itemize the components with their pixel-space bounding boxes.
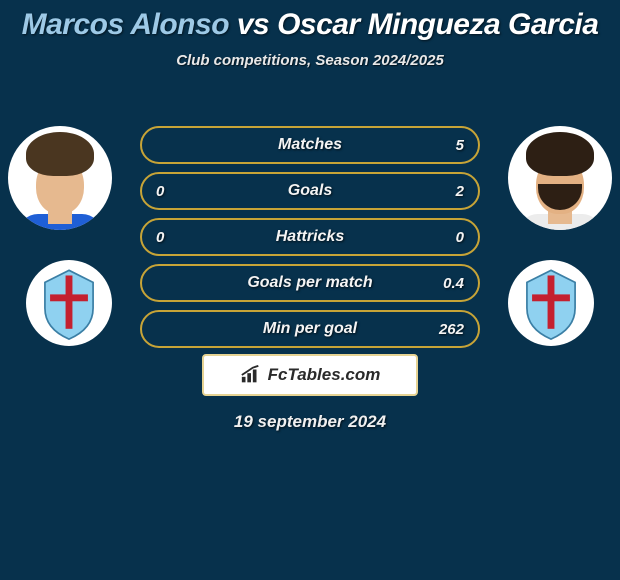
player1-club-crest (26, 260, 112, 346)
brand-badge: FcTables.com (202, 354, 418, 396)
stat-row-hattricks: 0 Hattricks 0 (140, 218, 480, 256)
player2-avatar (508, 126, 612, 230)
stat-left-value: 0 (156, 174, 164, 208)
stat-row-goals: 0 Goals 2 (140, 172, 480, 210)
brand-text: FcTables.com (268, 365, 381, 385)
title-player1: Marcos Alonso (22, 8, 229, 41)
player1-face-placeholder (8, 126, 112, 230)
player2-club-crest (508, 260, 594, 346)
page-title: Marcos Alonso vs Oscar Mingueza Garcia (0, 0, 620, 42)
celta-crest-icon (26, 260, 112, 346)
stat-label: Min per goal (263, 320, 357, 338)
stats-list: Matches 5 0 Goals 2 0 Hattricks 0 Goals … (140, 126, 480, 356)
stat-right-value: 0.4 (443, 266, 464, 300)
stat-label: Goals (288, 182, 332, 200)
stat-label: Hattricks (276, 228, 344, 246)
stat-label: Goals per match (247, 274, 372, 292)
stat-right-value: 5 (456, 128, 464, 162)
bar-chart-icon (240, 365, 262, 385)
title-player2: Oscar Mingueza Garcia (277, 8, 598, 41)
stat-left-value: 0 (156, 220, 164, 254)
stat-row-goals-per-match: Goals per match 0.4 (140, 264, 480, 302)
stat-label: Matches (278, 136, 342, 154)
stat-row-matches: Matches 5 (140, 126, 480, 164)
celta-crest-icon (508, 260, 594, 346)
player1-avatar (8, 126, 112, 230)
stat-row-min-per-goal: Min per goal 262 (140, 310, 480, 348)
stat-right-value: 262 (439, 312, 464, 346)
subtitle: Club competitions, Season 2024/2025 (0, 52, 620, 69)
player2-face-placeholder (508, 126, 612, 230)
title-vs: vs (237, 8, 269, 41)
date-text: 19 september 2024 (0, 412, 620, 432)
stat-right-value: 2 (456, 174, 464, 208)
stat-right-value: 0 (456, 220, 464, 254)
